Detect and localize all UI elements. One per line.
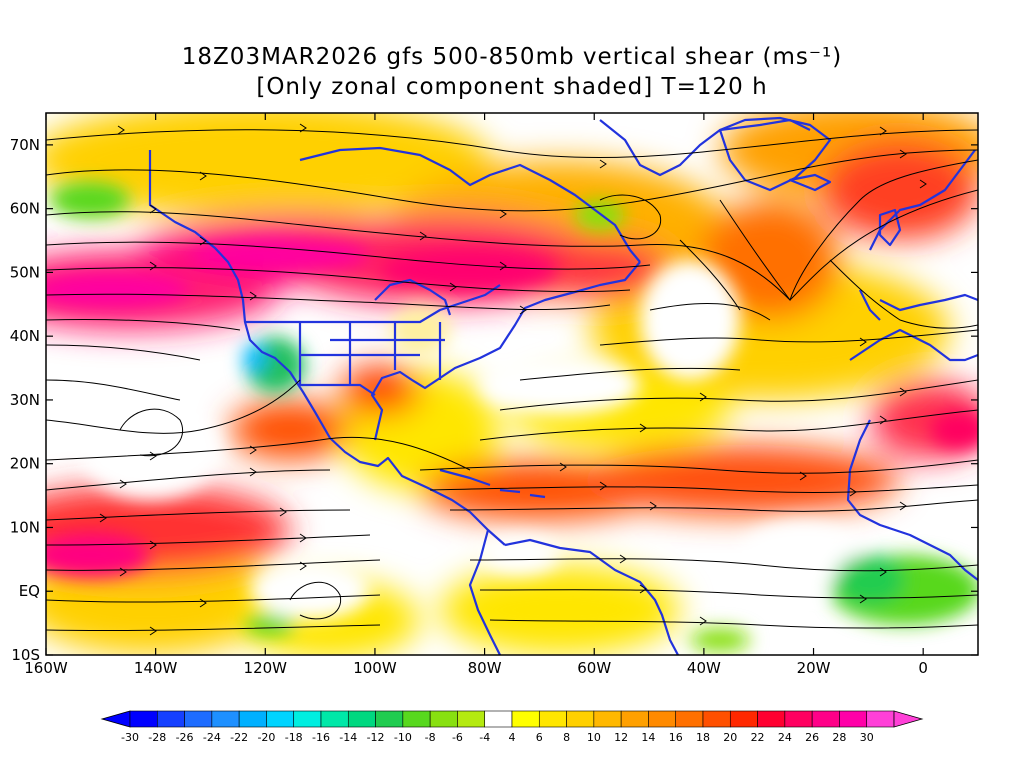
longitude-axis: 160W 140W 120W 100W 80W 60W 40W 20W 0 [24, 113, 928, 677]
colorbar-label: -12 [367, 731, 385, 744]
colorbar-swatch [211, 710, 240, 728]
colorbar-label: -22 [230, 731, 248, 744]
colorbar-label: 14 [641, 731, 655, 744]
lat-tick-label: 60N [10, 200, 40, 218]
colorbar-swatch [429, 710, 458, 728]
map-title-line-1: 18Z03MAR2026 gfs 500-850mb vertical shea… [181, 44, 843, 70]
colorbar-swatch [702, 710, 731, 728]
colorbar-swatch [784, 710, 813, 728]
lat-tick-label: 20N [10, 455, 40, 473]
colorbar-label: -24 [203, 731, 221, 744]
lat-tick-label: 40N [10, 327, 40, 345]
colorbar-label: 28 [832, 731, 846, 744]
colorbar-swatch [620, 710, 649, 728]
streamlines [46, 129, 978, 632]
colorbar-swatch [566, 710, 595, 728]
colorbar-label: 30 [860, 731, 874, 744]
colorbar-swatch [593, 710, 622, 728]
colorbar-swatch [293, 710, 322, 728]
lat-tick-label: 50N [10, 263, 40, 281]
colorbar-swatch [402, 710, 431, 728]
colorbar-high-arrow [893, 710, 924, 728]
colorbar: -30 -28 -26 -24 -22 -20 -18 -16 -14 -12 -10 -8 -6 -4 4… [100, 710, 924, 744]
colorbar-label: -28 [148, 731, 166, 744]
streamline-arrows [99, 123, 927, 636]
colorbar-label: 12 [614, 731, 628, 744]
colorbar-label: -14 [339, 731, 357, 744]
colorbar-swatch [457, 710, 486, 728]
map-title-line-2: [Only zonal component shaded] T=120 h [256, 74, 768, 100]
lon-tick-label: 80W [468, 659, 502, 677]
colorbar-swatch [238, 710, 267, 728]
lon-tick-label: 140W [134, 659, 178, 677]
colorbar-swatch [375, 710, 404, 728]
colorbar-label: 8 [563, 731, 570, 744]
colorbar-label: -16 [312, 731, 330, 744]
colorbar-swatch [320, 710, 349, 728]
lat-tick-label: 30N [10, 391, 40, 409]
colorbar-low-arrow [100, 710, 131, 728]
colorbar-label: 24 [778, 731, 792, 744]
lon-tick-label: 40W [687, 659, 721, 677]
colorbar-label: 4 [509, 731, 516, 744]
colorbar-label: -4 [479, 731, 490, 744]
colorbar-swatch [266, 710, 295, 728]
lat-tick-label: 10S [11, 646, 40, 664]
lat-tick-label: EQ [19, 582, 40, 600]
colorbar-label: -30 [121, 731, 139, 744]
colorbar-label: 6 [536, 731, 543, 744]
colorbar-swatch [538, 710, 567, 728]
colorbar-label: -8 [425, 731, 436, 744]
colorbar-label: -6 [452, 731, 463, 744]
lon-tick-label: 120W [244, 659, 288, 677]
lon-tick-label: 100W [353, 659, 397, 677]
coastlines [148, 116, 978, 655]
colorbar-label: -18 [285, 731, 303, 744]
colorbar-label: 26 [805, 731, 819, 744]
colorbar-swatch [156, 710, 185, 728]
colorbar-swatch [347, 710, 376, 728]
colorbar-swatch [839, 710, 868, 728]
lon-tick-label: 0 [918, 659, 928, 677]
colorbar-label: -20 [257, 731, 275, 744]
colorbar-label: 10 [587, 731, 601, 744]
colorbar-swatch [511, 710, 540, 728]
colorbar-swatch [675, 710, 704, 728]
lon-tick-label: 20W [797, 659, 831, 677]
latitude-axis: 70N 60N 50N 40N 30N 20N 10N EQ 10S [10, 136, 978, 664]
map-frame [45, 112, 979, 656]
lon-tick-label: 160W [24, 659, 68, 677]
colorbar-swatch [866, 710, 895, 728]
colorbar-swatch [729, 710, 758, 728]
colorbar-swatch [757, 710, 786, 728]
colorbar-label: 16 [669, 731, 683, 744]
lon-tick-label: 60W [577, 659, 611, 677]
colorbar-swatch [129, 710, 158, 728]
colorbar-swatch [184, 710, 213, 728]
colorbar-swatch [648, 710, 677, 728]
lat-tick-label: 10N [10, 518, 40, 536]
colorbar-label: 22 [751, 731, 765, 744]
lat-tick-label: 70N [10, 136, 40, 154]
colorbar-swatch [484, 710, 513, 728]
colorbar-label: -26 [176, 731, 194, 744]
colorbar-label: -10 [394, 731, 412, 744]
map-plot-area [46, 113, 978, 655]
colorbar-label: 18 [696, 731, 710, 744]
colorbar-swatch [811, 710, 840, 728]
colorbar-label: 20 [723, 731, 737, 744]
